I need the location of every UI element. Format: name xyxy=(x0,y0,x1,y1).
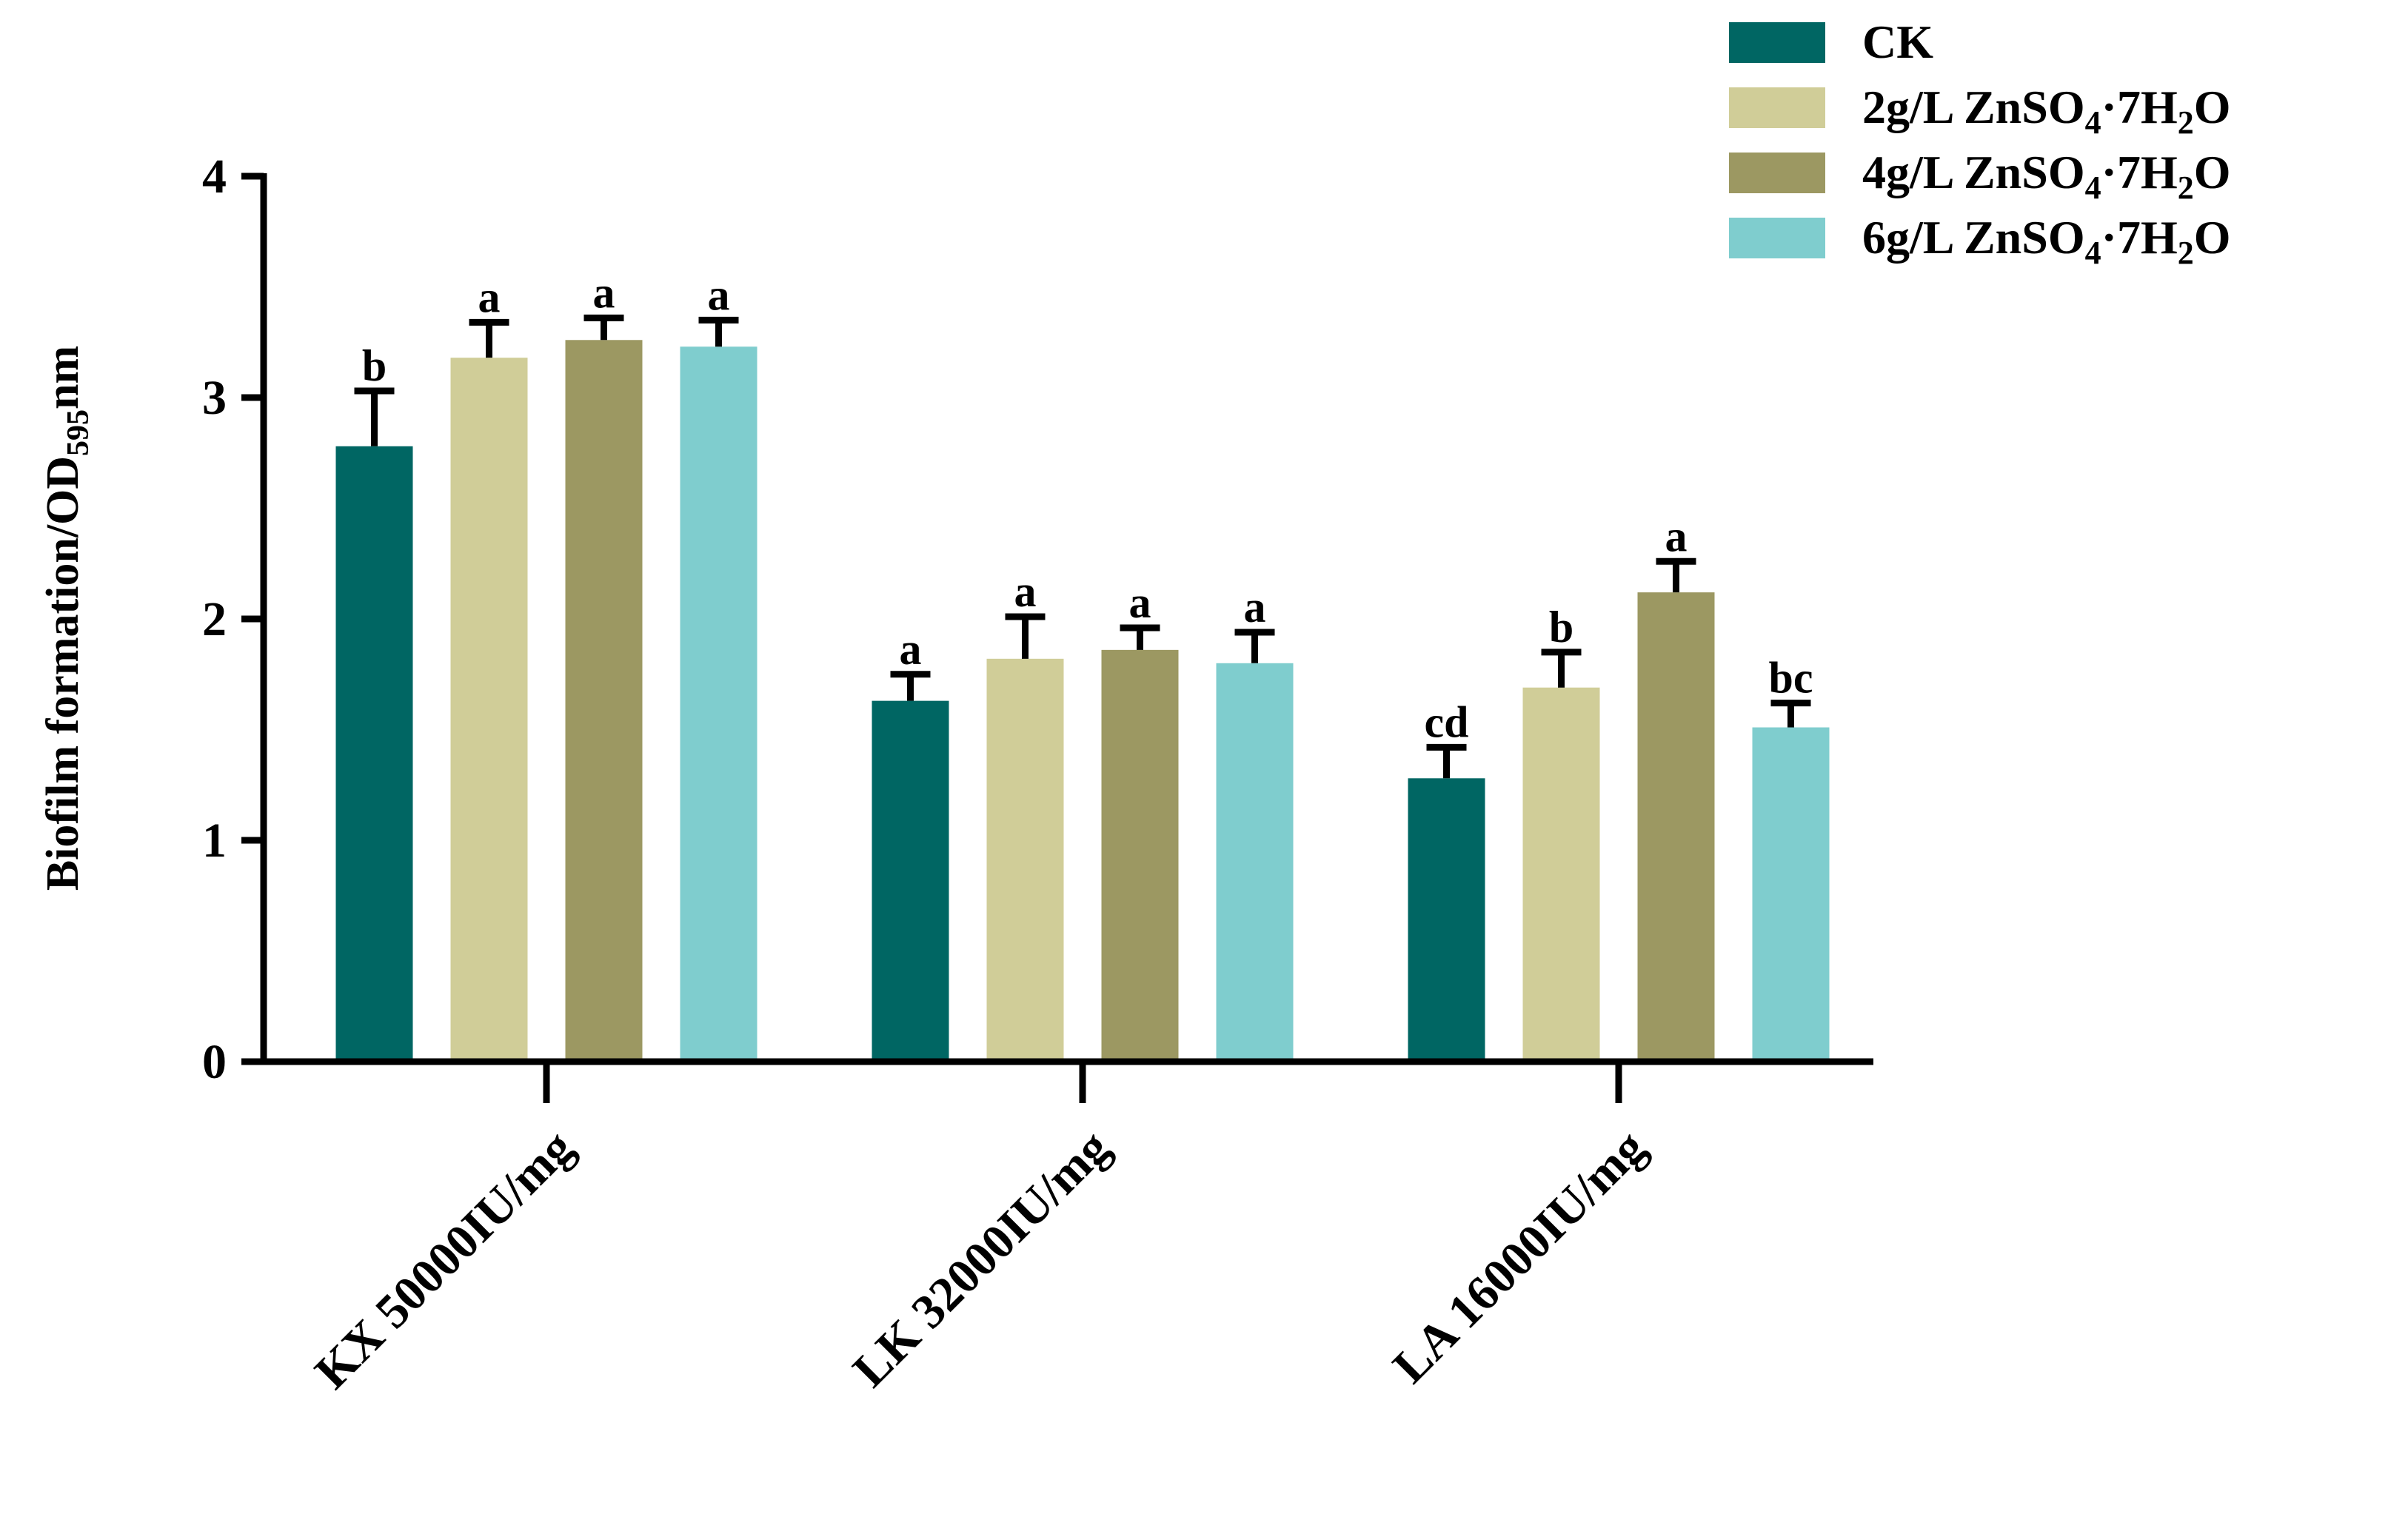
legend-label: 6g/L ZnSO4·7H2O xyxy=(1862,211,2231,271)
legend-swatch xyxy=(1729,87,1825,128)
significance-letter: a xyxy=(593,268,615,317)
bar xyxy=(680,346,757,1062)
y-tick-label: 1 xyxy=(202,814,227,868)
legend-label: CK xyxy=(1862,16,1933,68)
x-tick-label: LK 32000IU/mg xyxy=(843,1120,1120,1397)
y-tick-label: 2 xyxy=(202,592,227,646)
significance-letter: a xyxy=(1244,583,1266,632)
significance-letter: cd xyxy=(1425,697,1469,746)
x-tick-label: LA 16000IU/mg xyxy=(1382,1120,1656,1393)
significance-letter: bc xyxy=(1769,654,1813,703)
significance-letter: a xyxy=(478,272,501,321)
bar xyxy=(565,340,643,1062)
significance-letter: a xyxy=(1129,578,1151,627)
y-axis-label-subscript: 595 xyxy=(61,409,96,456)
bar xyxy=(1216,663,1294,1062)
bar xyxy=(986,658,1064,1062)
bar xyxy=(1637,592,1715,1062)
error-bars-layer xyxy=(354,314,1811,779)
significance-letter: a xyxy=(900,625,922,674)
bar xyxy=(450,358,528,1062)
legend-swatch xyxy=(1729,22,1825,63)
significance-letter: b xyxy=(362,341,387,390)
significance-letter: a xyxy=(1665,512,1688,560)
legend-swatch xyxy=(1729,218,1825,258)
bars-layer xyxy=(335,340,1830,1062)
x-tick-label: KX 50000IU/mg xyxy=(305,1120,584,1399)
bar xyxy=(1101,649,1179,1062)
legend-label: 4g/L ZnSO4·7H2O xyxy=(1862,146,2231,206)
significance-letter: a xyxy=(708,270,730,319)
y-tick-label: 4 xyxy=(202,150,227,204)
bar xyxy=(872,700,949,1062)
legend-label: 2g/L ZnSO4·7H2O xyxy=(1862,81,2231,141)
bar xyxy=(1522,687,1600,1062)
y-axis-label: Biofilm formation/OD595nm xyxy=(38,346,96,891)
y-tick-label: 0 xyxy=(202,1035,227,1089)
legend-swatch xyxy=(1729,153,1825,193)
bar xyxy=(1408,778,1485,1062)
y-axis-label-main: Biofilm formation/OD xyxy=(38,456,88,891)
bar xyxy=(1752,727,1830,1062)
y-tick-label: 3 xyxy=(202,371,227,425)
significance-letter: a xyxy=(1014,567,1037,616)
y-axis-label-unit: nm xyxy=(38,346,88,409)
significance-letters-layer: b a a a a a a a cd b a bc xyxy=(362,268,1813,746)
significance-letter: b xyxy=(1549,603,1573,652)
bar xyxy=(335,446,413,1062)
